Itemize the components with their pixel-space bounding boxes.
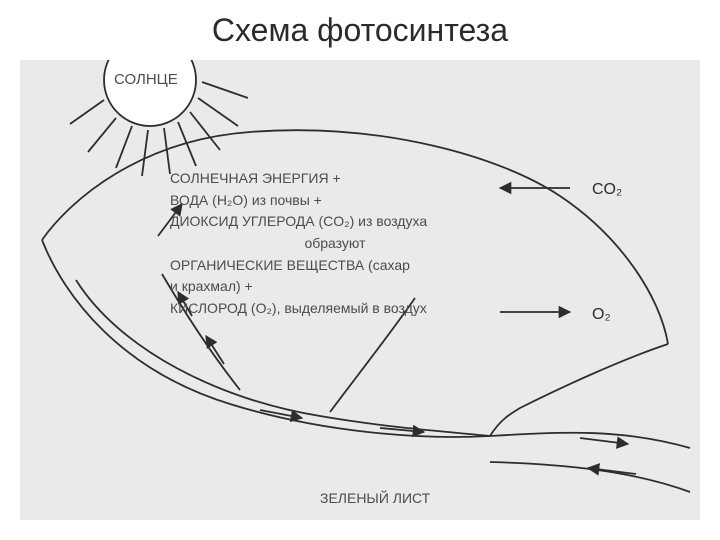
- sun-label: СОЛНЦЕ: [114, 71, 178, 88]
- leaf-text-line: и крахмал) +: [170, 276, 500, 298]
- leaf-text-line: ВОДА (H₂O) из почвы +: [170, 190, 500, 212]
- leaf-bottom-label: ЗЕЛЕНЫЙ ЛИСТ: [320, 490, 430, 506]
- co2-label: CO₂: [592, 181, 622, 199]
- page-title: Схема фотосинтеза: [0, 12, 720, 49]
- leaf-text-block: СОЛНЕЧНАЯ ЭНЕРГИЯ +ВОДА (H₂O) из почвы +…: [170, 168, 500, 320]
- diagram: СОЛНЦЕ СОЛНЕЧНАЯ ЭНЕРГИЯ +ВОДА (H₂O) из …: [20, 60, 700, 520]
- leaf-text-line: ОРГАНИЧЕСКИЕ ВЕЩЕСТВА (сахар: [170, 255, 500, 277]
- leaf-text-line: КИСЛОРОД (O₂), выделяемый в воздух: [170, 298, 500, 320]
- leaf-text-line: СОЛНЕЧНАЯ ЭНЕРГИЯ +: [170, 168, 500, 190]
- leaf-text-line: образуют: [170, 233, 500, 255]
- o2-label: O₂: [592, 306, 611, 324]
- leaf-text-line: ДИОКСИД УГЛЕРОДА (CO₂) из воздуха: [170, 211, 500, 233]
